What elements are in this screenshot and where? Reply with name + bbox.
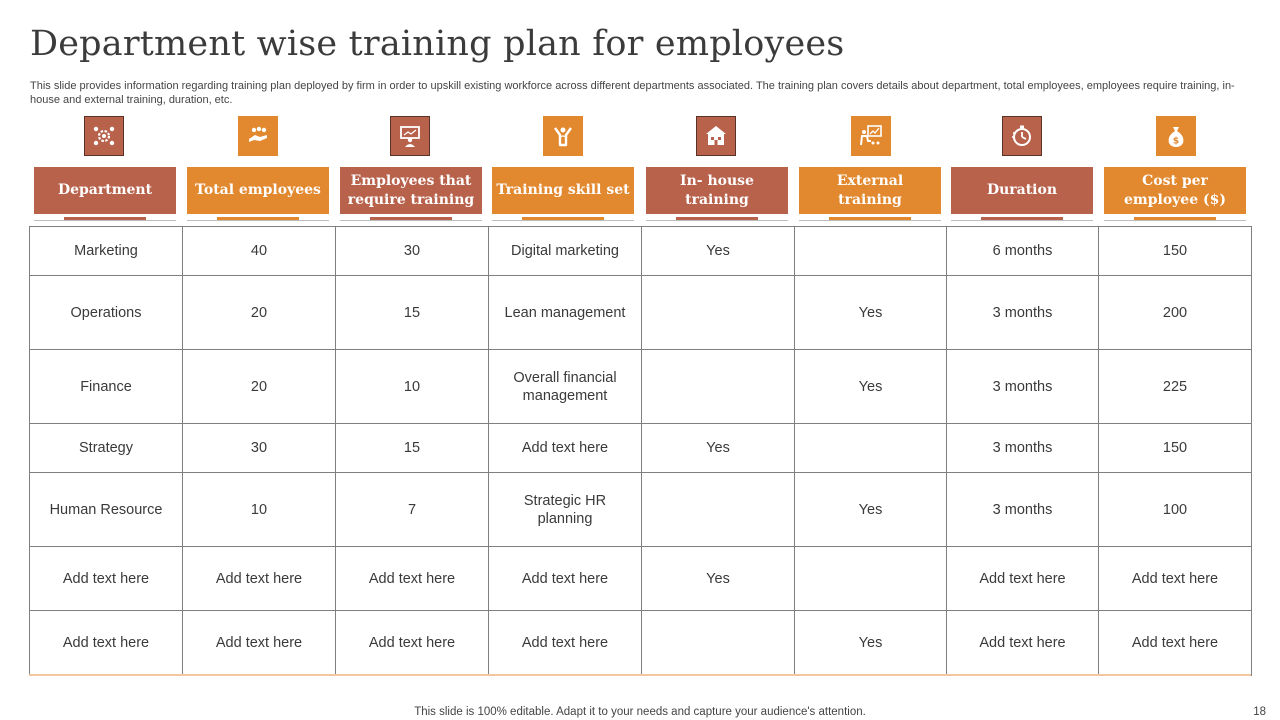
table-bottom-accent xyxy=(29,674,1251,676)
header-divider xyxy=(951,217,1093,221)
cell-department: Add text here xyxy=(29,546,183,611)
page-title: Department wise training plan for employ… xyxy=(30,24,845,64)
cell-duration: 3 months xyxy=(946,472,1099,547)
cell-total-employees: Add text here xyxy=(182,546,336,611)
cell-duration: Add text here xyxy=(946,610,1099,676)
cell-department: Strategy xyxy=(29,423,183,473)
cell-skill-set: Overall financial management xyxy=(488,349,642,424)
cell-employees-training: 10 xyxy=(335,349,489,424)
cell-in-house xyxy=(641,275,795,350)
header-department: Department xyxy=(34,167,176,214)
cell-employees-training: 7 xyxy=(335,472,489,547)
header-divider xyxy=(1104,217,1246,221)
cell-total-employees: 20 xyxy=(182,349,336,424)
cell-total-employees: 40 xyxy=(182,226,336,276)
table-row: Operations 20 15 Lean management Yes 3 m… xyxy=(29,275,1252,350)
cell-in-house xyxy=(641,472,795,547)
header-total-employees: Total employees xyxy=(187,167,329,214)
cell-cost: 150 xyxy=(1098,226,1252,276)
cell-cost: 225 xyxy=(1098,349,1252,424)
header-employees-training: Employees that require training xyxy=(340,167,482,214)
presentation-chart-icon xyxy=(851,116,891,156)
cell-in-house: Yes xyxy=(641,546,795,611)
presenter-board-icon xyxy=(390,116,430,156)
cell-department: Marketing xyxy=(29,226,183,276)
cell-cost: 100 xyxy=(1098,472,1252,547)
cell-duration: Add text here xyxy=(946,546,1099,611)
money-bag-icon: $ xyxy=(1156,116,1196,156)
cell-external: Yes xyxy=(794,472,947,547)
cell-in-house xyxy=(641,349,795,424)
header-cost: Cost per employee ($) xyxy=(1104,167,1246,214)
person-celebrating-icon xyxy=(543,116,583,156)
cell-duration: 6 months xyxy=(946,226,1099,276)
cell-external: Yes xyxy=(794,349,947,424)
cell-employees-training: Add text here xyxy=(335,546,489,611)
header-in-house: In- house training xyxy=(646,167,788,214)
cell-skill-set: Lean management xyxy=(488,275,642,350)
cell-department: Human Resource xyxy=(29,472,183,547)
handshake-group-icon xyxy=(238,116,278,156)
team-gear-icon xyxy=(84,116,124,156)
footer-note: This slide is 100% editable. Adapt it to… xyxy=(414,706,866,718)
page-number: 18 xyxy=(1253,706,1266,718)
cell-in-house: Yes xyxy=(641,423,795,473)
cell-duration: 3 months xyxy=(946,275,1099,350)
cell-total-employees: 10 xyxy=(182,472,336,547)
cell-cost: Add text here xyxy=(1098,610,1252,676)
cell-skill-set: Add text here xyxy=(488,610,642,676)
table-row: Human Resource 10 7 Strategic HR plannin… xyxy=(29,472,1252,547)
header-divider xyxy=(492,217,634,221)
header-divider xyxy=(646,217,788,221)
page-subtitle: This slide provides information regardin… xyxy=(30,80,1235,106)
cell-total-employees: Add text here xyxy=(182,610,336,676)
cell-duration: 3 months xyxy=(946,349,1099,424)
cell-external: Yes xyxy=(794,275,947,350)
cell-in-house xyxy=(641,610,795,676)
table-row: Finance 20 10 Overall financial manageme… xyxy=(29,349,1252,424)
header-divider xyxy=(340,217,482,221)
header-external: External training xyxy=(799,167,941,214)
header-divider xyxy=(34,217,176,221)
building-icon xyxy=(696,116,736,156)
cell-employees-training: 15 xyxy=(335,423,489,473)
table-row: Strategy 30 15 Add text here Yes 3 month… xyxy=(29,423,1252,473)
cell-in-house: Yes xyxy=(641,226,795,276)
cell-skill-set: Digital marketing xyxy=(488,226,642,276)
cell-cost: 150 xyxy=(1098,423,1252,473)
table-row: Add text here Add text here Add text her… xyxy=(29,546,1252,611)
cell-employees-training: 15 xyxy=(335,275,489,350)
header-divider xyxy=(799,217,941,221)
cell-skill-set: Add text here xyxy=(488,546,642,611)
cell-skill-set: Add text here xyxy=(488,423,642,473)
header-skill-set: Training skill set xyxy=(492,167,634,214)
svg-text:$: $ xyxy=(1173,137,1179,147)
cell-cost: Add text here xyxy=(1098,546,1252,611)
training-plan-table: Marketing 40 30 Digital marketing Yes 6 … xyxy=(29,226,1252,676)
cell-external xyxy=(794,546,947,611)
cell-department: Add text here xyxy=(29,610,183,676)
cell-total-employees: 20 xyxy=(182,275,336,350)
header-divider xyxy=(187,217,329,221)
cell-external: Yes xyxy=(794,610,947,676)
cell-external xyxy=(794,226,947,276)
cell-total-employees: 30 xyxy=(182,423,336,473)
cell-department: Finance xyxy=(29,349,183,424)
header-duration: Duration xyxy=(951,167,1093,214)
cell-cost: 200 xyxy=(1098,275,1252,350)
cell-employees-training: 30 xyxy=(335,226,489,276)
stopwatch-icon xyxy=(1002,116,1042,156)
table-row: Marketing 40 30 Digital marketing Yes 6 … xyxy=(29,226,1252,276)
cell-skill-set: Strategic HR planning xyxy=(488,472,642,547)
table-row: Add text here Add text here Add text her… xyxy=(29,610,1252,676)
cell-department: Operations xyxy=(29,275,183,350)
cell-duration: 3 months xyxy=(946,423,1099,473)
cell-external xyxy=(794,423,947,473)
cell-employees-training: Add text here xyxy=(335,610,489,676)
